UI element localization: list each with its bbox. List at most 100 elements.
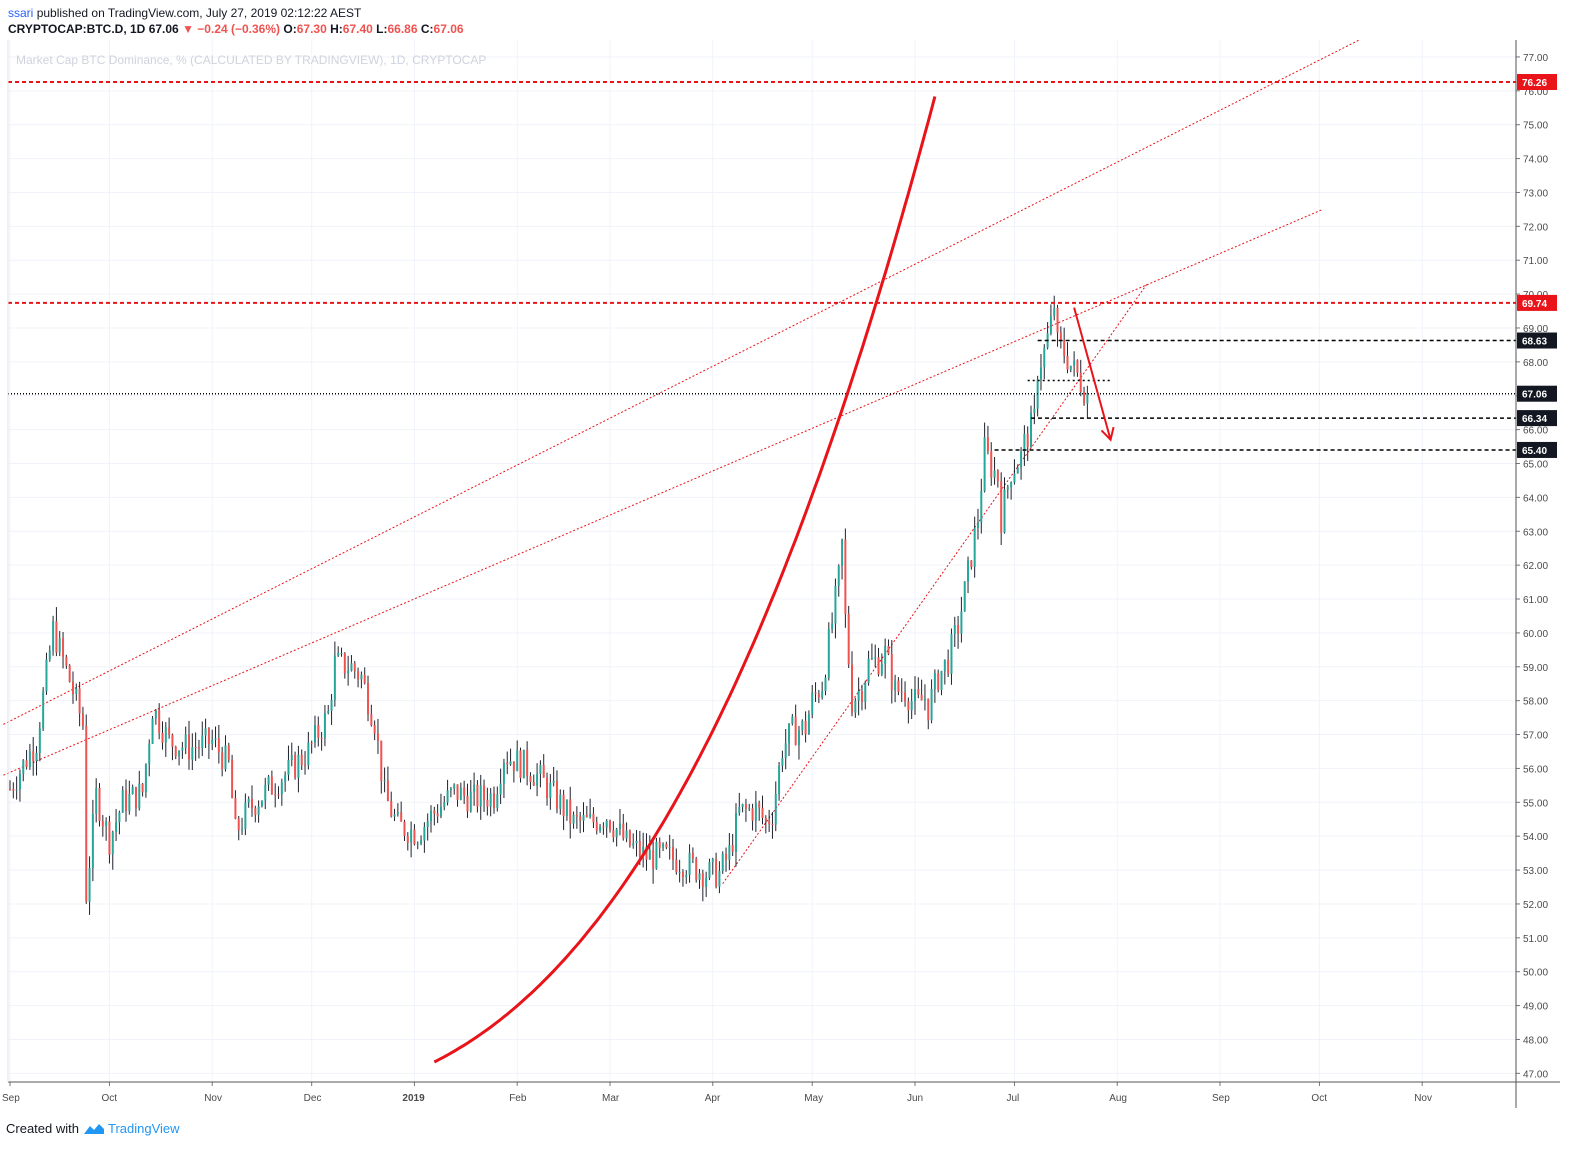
trendlines — [3, 39, 1360, 884]
ohlc-bar — [549, 774, 552, 810]
ohlc-bar — [817, 689, 820, 704]
bar-body — [476, 784, 479, 807]
bar-body — [1033, 408, 1036, 413]
ohlc-bar — [483, 779, 486, 812]
ohlc-bar — [602, 822, 605, 835]
bar-body — [294, 754, 297, 778]
bar-body — [549, 782, 552, 798]
bar-body — [304, 765, 307, 767]
publish-text: published on TradingView.com, July 27, 2… — [36, 6, 362, 20]
ohlc-bar — [231, 754, 234, 799]
bar-body — [900, 691, 903, 693]
bar-body — [734, 812, 737, 852]
ohlc-bar — [681, 869, 684, 887]
bar-body — [250, 799, 253, 809]
bar-body — [1016, 467, 1019, 474]
bar-body — [890, 654, 893, 691]
bar-body — [731, 845, 734, 852]
ohlc-bar — [751, 803, 754, 831]
ohlc-bar — [184, 726, 187, 755]
ohlc-bar — [804, 711, 807, 743]
bar-body — [453, 784, 456, 789]
ohlc-bar — [615, 827, 618, 847]
ohlc-bar — [536, 763, 539, 797]
bar-body — [589, 813, 592, 817]
ohlc-bar — [655, 837, 658, 870]
ohlc-bar — [390, 791, 393, 818]
bar-body — [957, 624, 960, 634]
ohlc-bar — [1079, 359, 1082, 397]
ohlc-bar — [25, 749, 28, 770]
bar-body — [857, 691, 860, 701]
ohlc-bar — [201, 721, 204, 757]
tradingview-link[interactable]: TradingView — [108, 1121, 180, 1136]
ohlc-bar — [486, 787, 489, 816]
bar-body — [191, 747, 194, 760]
bar-body — [831, 623, 834, 630]
ohlc-bar — [665, 841, 668, 850]
ohlc-bar — [1043, 344, 1046, 380]
y-tick-label: 54.00 — [1523, 832, 1548, 843]
ohlc-bar — [907, 697, 910, 724]
symbol-name[interactable]: CRYPTOCAP:BTC.D, 1D — [8, 22, 146, 36]
ohlc-bar — [546, 772, 549, 806]
bar-body — [721, 853, 724, 872]
x-tick-label: Jun — [907, 1093, 923, 1104]
bar-body — [370, 714, 373, 726]
ohlc-bar — [695, 856, 698, 883]
bar-body — [224, 745, 227, 770]
bar-body — [555, 780, 558, 809]
ohlc-bar — [910, 688, 913, 719]
y-tick-label: 62.00 — [1523, 561, 1548, 572]
bar-body — [834, 585, 837, 624]
ohlc-bar — [1063, 327, 1066, 364]
bar-body — [221, 752, 224, 770]
ohlc-bar — [519, 747, 522, 783]
bar-body — [121, 790, 124, 813]
x-tick-label: Feb — [509, 1093, 527, 1104]
ohlc-bar — [539, 760, 542, 788]
bar-body — [681, 872, 684, 878]
ohlc-bar — [134, 786, 137, 817]
bar-body — [456, 784, 459, 800]
bar-body — [529, 776, 532, 783]
bar-body — [1043, 347, 1046, 368]
y-tick-label: 50.00 — [1523, 968, 1548, 979]
bar-body — [313, 724, 316, 743]
close-value: 67.06 — [433, 22, 464, 36]
ohlc-bar — [403, 819, 406, 842]
ohlc-bar — [506, 751, 509, 775]
ohlc-bar — [453, 783, 456, 795]
ohlc-bar — [35, 746, 38, 776]
bar-body — [367, 683, 370, 715]
ohlc-bar — [996, 469, 999, 488]
ohlc-bar — [841, 538, 844, 580]
ohlc-bar — [509, 748, 512, 766]
ohlc-bar — [22, 759, 25, 782]
bar-body — [287, 760, 290, 775]
ohlc-bar — [950, 628, 953, 685]
ohlc-bar — [708, 858, 711, 881]
ohlc-bar — [847, 605, 850, 668]
ohlc-bar — [81, 706, 84, 730]
bar-body — [844, 539, 847, 614]
price-bars — [9, 295, 1089, 915]
y-tick-label: 65.00 — [1523, 460, 1548, 471]
bar-body — [841, 539, 844, 567]
bar-body — [930, 689, 933, 721]
bar-body — [118, 812, 121, 823]
bar-body — [884, 646, 887, 664]
bar-body — [562, 794, 565, 817]
ohlc-bar — [75, 683, 78, 701]
bar-body — [496, 794, 499, 808]
ohlc-bar — [701, 869, 704, 902]
ohlc-bar — [98, 783, 101, 827]
ohlc-bar — [668, 834, 671, 860]
bar-body — [197, 747, 200, 749]
bar-body — [582, 814, 585, 821]
y-tick-label: 69.00 — [1523, 324, 1548, 335]
author-link[interactable]: ssari — [8, 6, 34, 20]
ohlc-bar — [940, 670, 943, 696]
bar-body — [108, 821, 111, 855]
